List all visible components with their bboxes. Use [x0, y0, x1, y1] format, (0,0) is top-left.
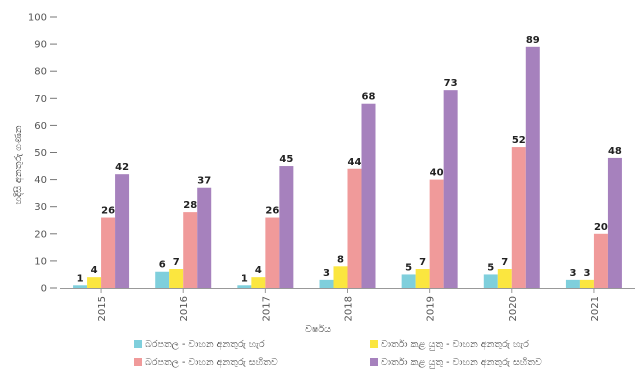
data-label: 44 [348, 157, 362, 168]
x-tick-labels: 2015 2016 2017 2018 2019 2020 2021 [97, 288, 601, 321]
y-tick-label: 0 [41, 284, 47, 295]
bar [87, 277, 102, 288]
data-label: 7 [173, 257, 180, 268]
bar [115, 174, 130, 288]
bar [265, 217, 280, 288]
data-label: 45 [279, 154, 293, 165]
bar [579, 279, 594, 288]
legend-item: වාර්තා කළ යුතු - වාහන අනතුරු හැර [370, 338, 529, 350]
data-label: 73 [444, 78, 458, 89]
x-tick-label: 2021 [590, 296, 601, 321]
bar [183, 212, 198, 288]
data-label: 52 [512, 135, 526, 146]
y-tick-label: 100 [28, 13, 47, 24]
legend-swatch [134, 358, 142, 366]
y-tick-label: 90 [34, 40, 47, 51]
bar [483, 274, 498, 288]
bar [251, 277, 266, 288]
data-label: 7 [501, 257, 508, 268]
bar [73, 285, 88, 288]
bar [415, 269, 430, 288]
data-label: 48 [608, 146, 622, 157]
y-tick-label: 80 [34, 67, 47, 78]
bar [169, 269, 184, 288]
data-label: 4 [255, 265, 262, 276]
legend-swatch [370, 340, 378, 348]
data-label: 6 [159, 260, 166, 271]
x-tick-label: 2016 [179, 296, 190, 321]
legend-item: වාර්තා කළ යුතු - වාහන අනතුරු සහිතව [370, 356, 542, 368]
bar [101, 217, 116, 288]
y-tick-label: 10 [34, 256, 47, 267]
legend-swatch [134, 340, 142, 348]
bar [361, 103, 376, 288]
legend-swatch [370, 358, 378, 366]
data-label: 5 [487, 262, 494, 273]
bar [511, 147, 526, 288]
bar [347, 168, 362, 288]
bar [565, 279, 580, 288]
data-label: 37 [197, 176, 211, 187]
legend-label: වාර්තා කළ යුතු - වාහන අනතුරු හැර [381, 338, 529, 350]
data-label: 3 [323, 268, 330, 279]
data-label: 1 [241, 273, 248, 284]
x-tick-label: 2017 [261, 296, 272, 321]
data-label: 68 [362, 92, 376, 103]
bar [429, 179, 444, 288]
bar [155, 271, 170, 288]
data-label: 3 [583, 268, 590, 279]
y-tick-label: 70 [34, 94, 47, 105]
data-label: 4 [91, 265, 98, 276]
bar [237, 285, 252, 288]
bar [401, 274, 416, 288]
bar [525, 46, 540, 289]
data-label: 8 [337, 254, 344, 265]
data-label: 7 [419, 257, 426, 268]
legend: බරපතල - වාහන අනතුරු හැර වාර්තා කළ යුතු - … [134, 338, 542, 368]
y-tick-label: 40 [34, 175, 47, 186]
bar-group [73, 46, 622, 289]
bar [497, 269, 512, 288]
legend-item: බරපතල - වාහන අනතුරු හැර [134, 338, 265, 350]
data-label: 3 [569, 268, 576, 279]
data-label: 1 [77, 273, 84, 284]
y-tick-label: 50 [34, 148, 47, 159]
data-label: 5 [405, 262, 412, 273]
data-label: 40 [430, 168, 444, 179]
x-axis-title: වර්ෂය [305, 323, 331, 335]
legend-label: බරපතල - වාහන අනතුරු සහිතව [145, 356, 278, 368]
y-tick-label: 30 [34, 202, 47, 213]
data-label: 89 [526, 35, 540, 46]
bar [333, 266, 348, 288]
data-label: 26 [265, 206, 279, 217]
legend-item: බරපතල - වාහන අනතුරු සහිතව [134, 356, 278, 368]
x-tick-label: 2019 [426, 296, 437, 321]
bar [279, 166, 294, 288]
x-tick-label: 2015 [97, 296, 108, 321]
y-axis-title: හදිසි අනතුරු ගණන [12, 125, 24, 204]
data-label: 42 [115, 162, 129, 173]
bar [593, 233, 608, 288]
bar [319, 279, 334, 288]
bar [607, 157, 622, 288]
x-tick-label: 2018 [344, 296, 355, 321]
legend-label: බරපතල - වාහන අනතුරු හැර [145, 338, 265, 350]
data-label: 28 [183, 200, 197, 211]
data-label: 26 [101, 206, 115, 217]
x-tick-label: 2020 [508, 296, 519, 321]
y-tick-label: 60 [34, 121, 47, 132]
bar [197, 187, 212, 288]
y-axis: 0 10 20 30 40 50 60 70 80 90 100 [28, 13, 57, 295]
bar [443, 90, 458, 288]
legend-label: වාර්තා කළ යුතු - වාහන අනතුරු සහිතව [381, 356, 542, 368]
data-label: 20 [594, 222, 608, 233]
y-tick-label: 20 [34, 229, 47, 240]
